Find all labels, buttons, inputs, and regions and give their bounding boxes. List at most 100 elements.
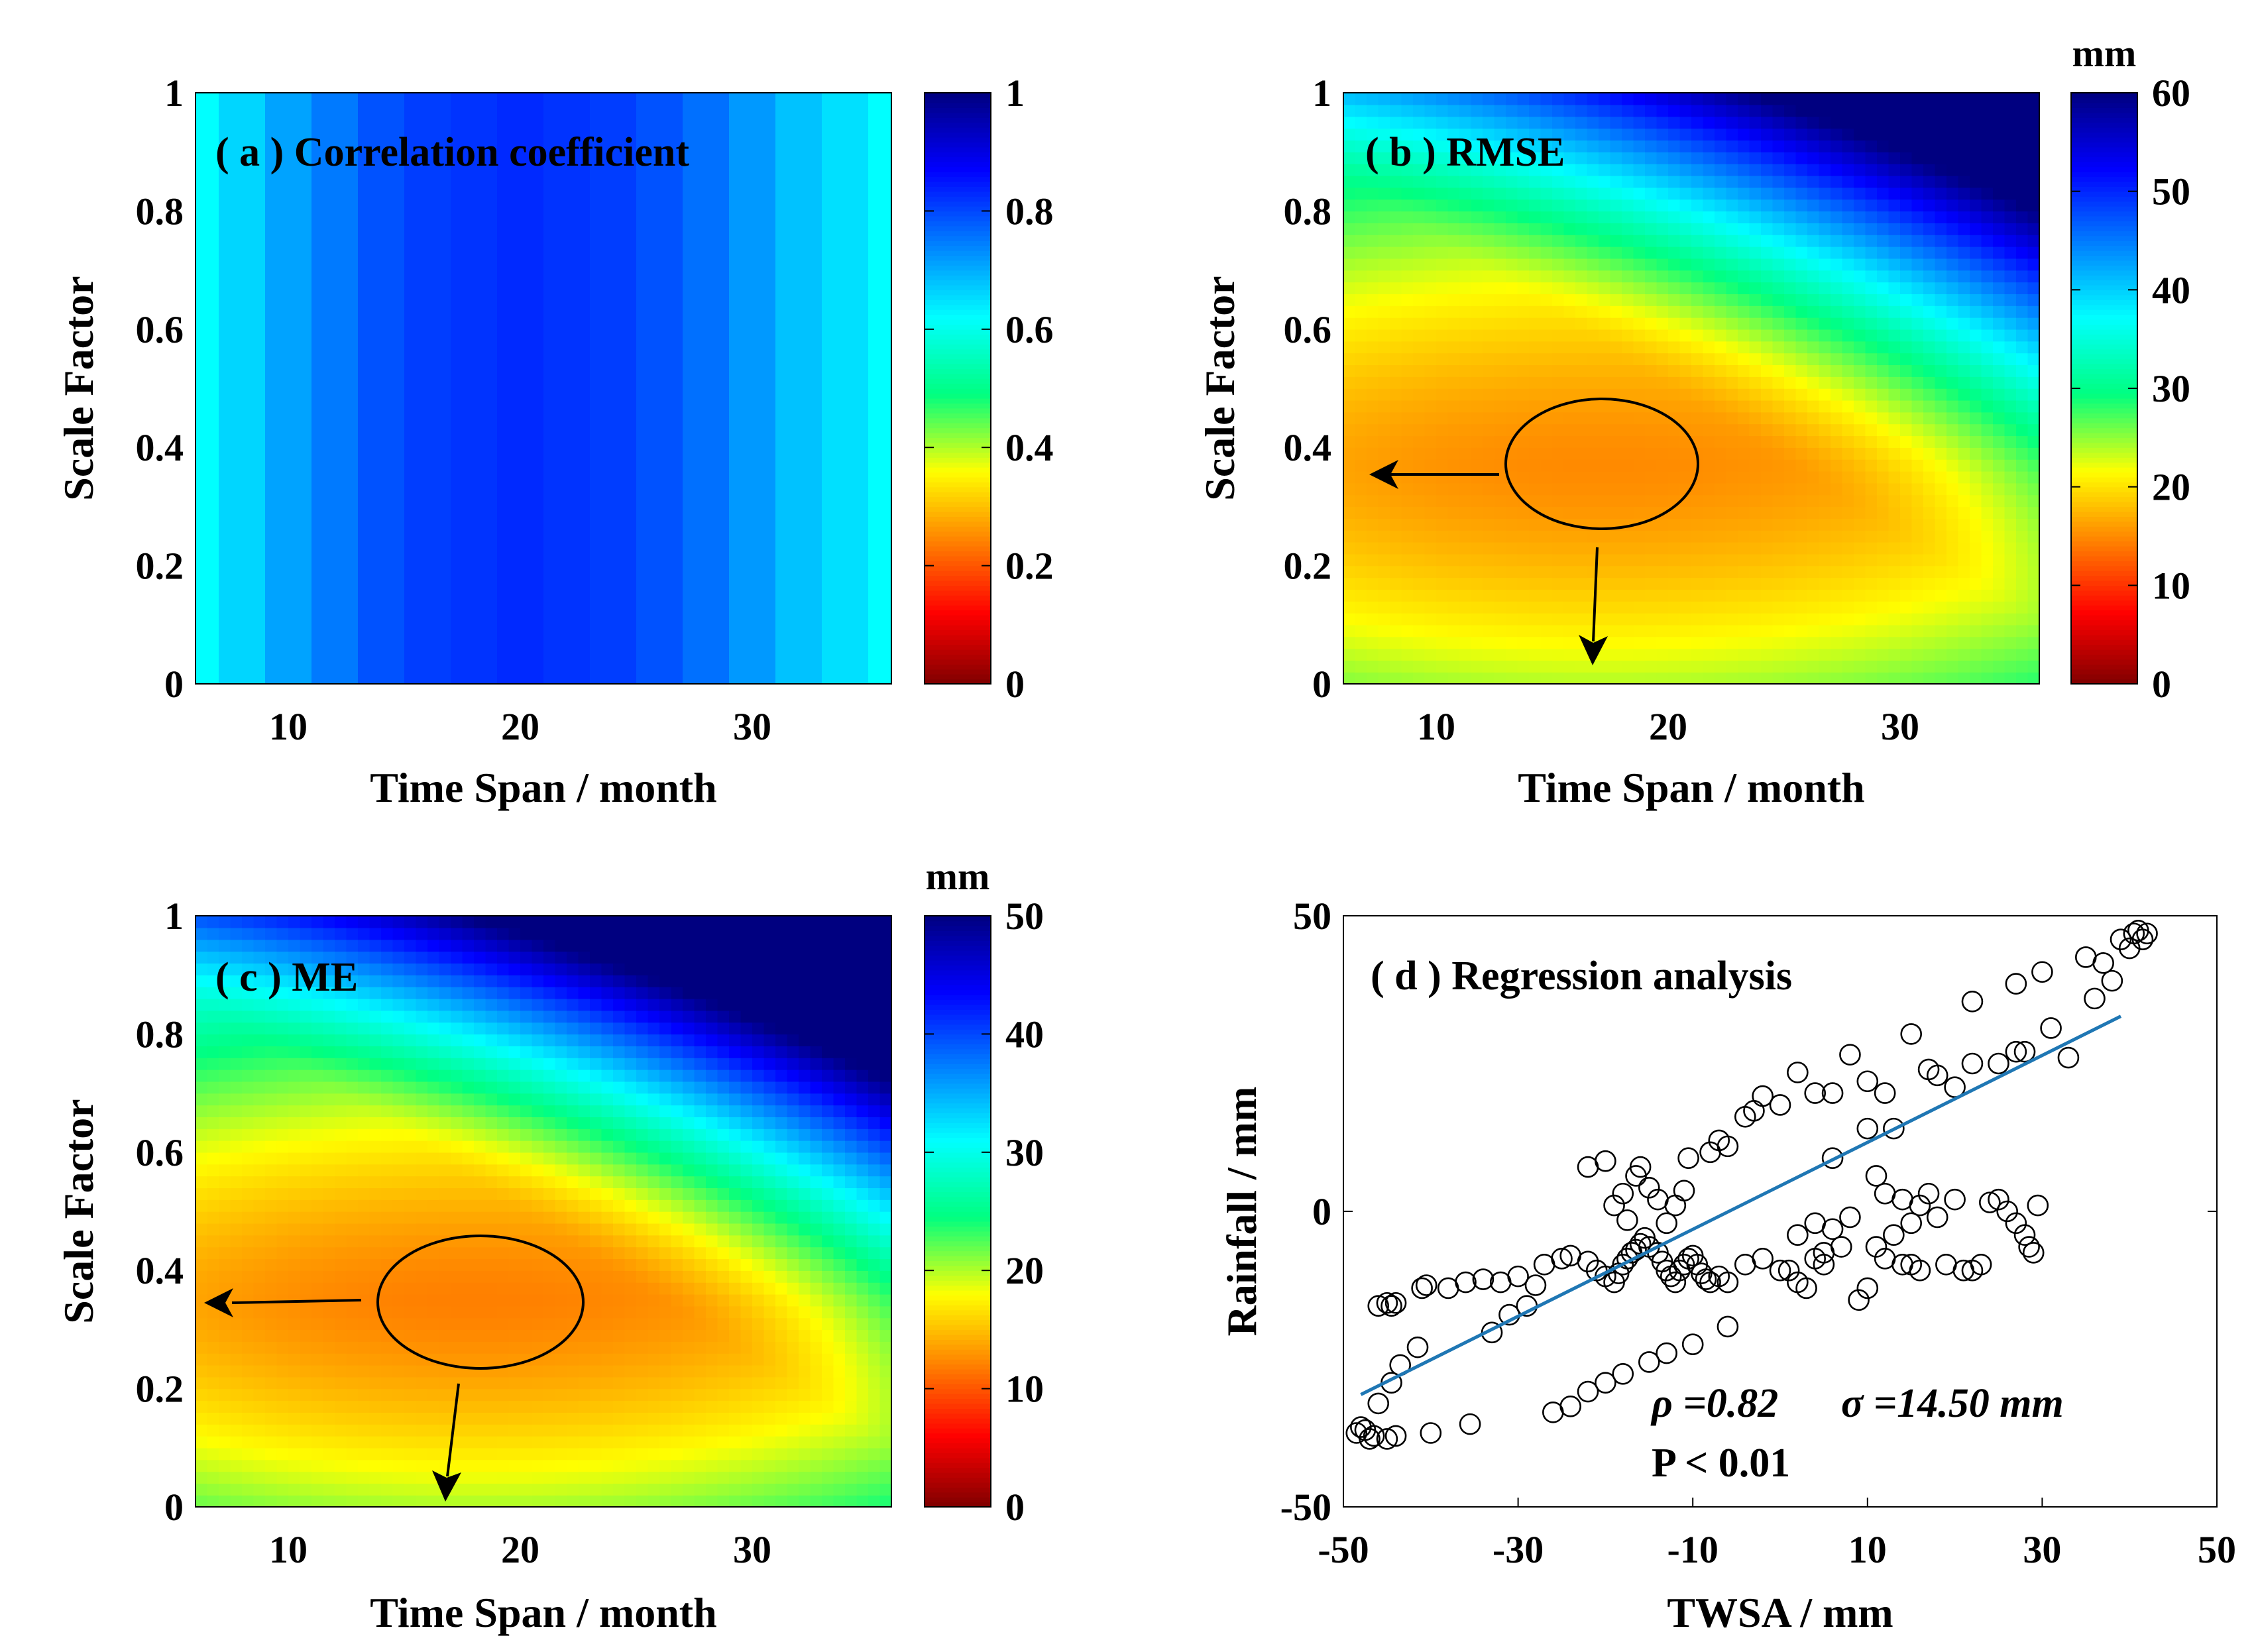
heatmap-cell (300, 1093, 312, 1106)
heatmap-cell (439, 1305, 451, 1319)
heatmap-cell (369, 1341, 382, 1354)
heatmap-cell (196, 1211, 208, 1224)
heatmap-cell (1367, 364, 1379, 377)
heatmap-cell (1494, 164, 1506, 176)
heatmap-cell (1529, 601, 1542, 614)
heatmap-cell (1587, 211, 1599, 223)
heatmap-cell (265, 998, 278, 1011)
heatmap-cell (1517, 235, 1530, 247)
panel-a-colorbar: 00.20.40.60.81 (924, 72, 1054, 706)
heatmap-cell (276, 1199, 289, 1212)
heatmap-cell (358, 1376, 370, 1390)
heatmap-cell (1610, 388, 1622, 401)
heatmap-cell (219, 1069, 231, 1082)
heatmap-cell (1679, 447, 1692, 460)
heatmap-cell (1703, 589, 1715, 602)
heatmap-cell (1738, 672, 1750, 685)
heatmap-cell (1854, 518, 1866, 531)
heatmap-cell (1784, 246, 1797, 259)
heatmap-cell (265, 1388, 278, 1402)
heatmap-cell (1447, 506, 1460, 519)
heatmap-cell (1401, 506, 1414, 519)
heatmap-cell (1691, 423, 1704, 437)
heatmap-cell (1854, 494, 1866, 508)
heatmap-cell (1807, 423, 1820, 437)
heatmap-cell (1888, 329, 1901, 342)
heatmap-cell (567, 1129, 579, 1141)
heatmap-cell (1436, 530, 1449, 543)
y-tick-label: 1 (1312, 72, 1331, 115)
heatmap-cell (1506, 518, 1518, 531)
heatmap-cell (1378, 518, 1390, 531)
heatmap-cell (485, 927, 498, 940)
heatmap-cell (416, 1329, 428, 1342)
heatmap-cell (1831, 482, 1843, 496)
heatmap-cell (1923, 187, 1936, 200)
heatmap-cell (1703, 577, 1715, 590)
heatmap-cell (1529, 329, 1542, 342)
heatmap-cell (543, 1117, 556, 1129)
heatmap-cell (462, 1495, 475, 1508)
colorbar-segment (2071, 171, 2137, 178)
heatmap-cell (1703, 423, 1715, 437)
heatmap-cell (1563, 624, 1576, 637)
heatmap-cell (1993, 211, 2005, 223)
heatmap-cell (1529, 211, 1542, 223)
heatmap-cell (2004, 624, 2017, 637)
heatmap-cell (1367, 211, 1379, 223)
heatmap-cell (1517, 388, 1530, 401)
heatmap-cell (1981, 660, 1994, 673)
heatmap-cell (1447, 104, 1460, 117)
colorbar-segment (2071, 324, 2137, 330)
heatmap-cell (265, 1223, 278, 1236)
heatmap-cell (242, 1081, 254, 1094)
heatmap-cell (1517, 341, 1530, 354)
heatmap-cell (532, 916, 544, 928)
heatmap-cell (1679, 270, 1692, 283)
heatmap-cell (439, 963, 451, 975)
heatmap-cell (1656, 648, 1669, 661)
heatmap-cell (276, 1329, 289, 1342)
heatmap-cell (1865, 246, 1878, 259)
heatmap-cell (427, 1400, 440, 1413)
heatmap-cell (219, 1093, 231, 1106)
heatmap-cell (485, 1022, 498, 1035)
heatmap-cell (1447, 199, 1460, 212)
heatmap-cell (404, 987, 417, 999)
heatmap-cell (1795, 152, 1808, 164)
heatmap-cell (1831, 93, 1843, 105)
heatmap-cell (265, 1235, 278, 1248)
heatmap-cell (1715, 164, 1727, 176)
heatmap-cell (1610, 294, 1622, 306)
heatmap-cell (1795, 128, 1808, 141)
heatmap-cell (1552, 577, 1565, 590)
heatmap-cell (1413, 648, 1426, 661)
heatmap-cell (1784, 223, 1797, 235)
y-tick-label: 0 (1312, 663, 1331, 706)
heatmap-cell (520, 1105, 533, 1117)
colorbar-segment (2071, 432, 2137, 439)
heatmap-cell (1679, 601, 1692, 614)
heatmap-cell (1877, 470, 1889, 484)
heatmap-cell (427, 1412, 440, 1425)
heatmap-cell (265, 1329, 278, 1342)
heatmap-cell (1471, 246, 1483, 259)
heatmap-cell (276, 1471, 289, 1484)
heatmap-cell (1552, 294, 1565, 306)
heatmap-cell (1795, 140, 1808, 152)
heatmap-cell (1679, 648, 1692, 661)
heatmap-cell (1958, 541, 1970, 555)
heatmap-cell (508, 1282, 521, 1295)
heatmap-cell (1981, 447, 1994, 460)
heatmap-cell (1970, 400, 1982, 413)
heatmap-cell (1424, 128, 1437, 141)
heatmap-cell (532, 1282, 544, 1295)
heatmap-cell (1459, 577, 1472, 590)
heatmap-cell (1401, 541, 1414, 555)
heatmap-cell (520, 939, 533, 952)
heatmap-cell (1401, 459, 1414, 472)
heatmap-cell (1935, 470, 1947, 484)
heatmap-cell (1645, 624, 1658, 637)
heatmap-cell (2016, 104, 2029, 117)
heatmap-cell (1540, 388, 1553, 401)
